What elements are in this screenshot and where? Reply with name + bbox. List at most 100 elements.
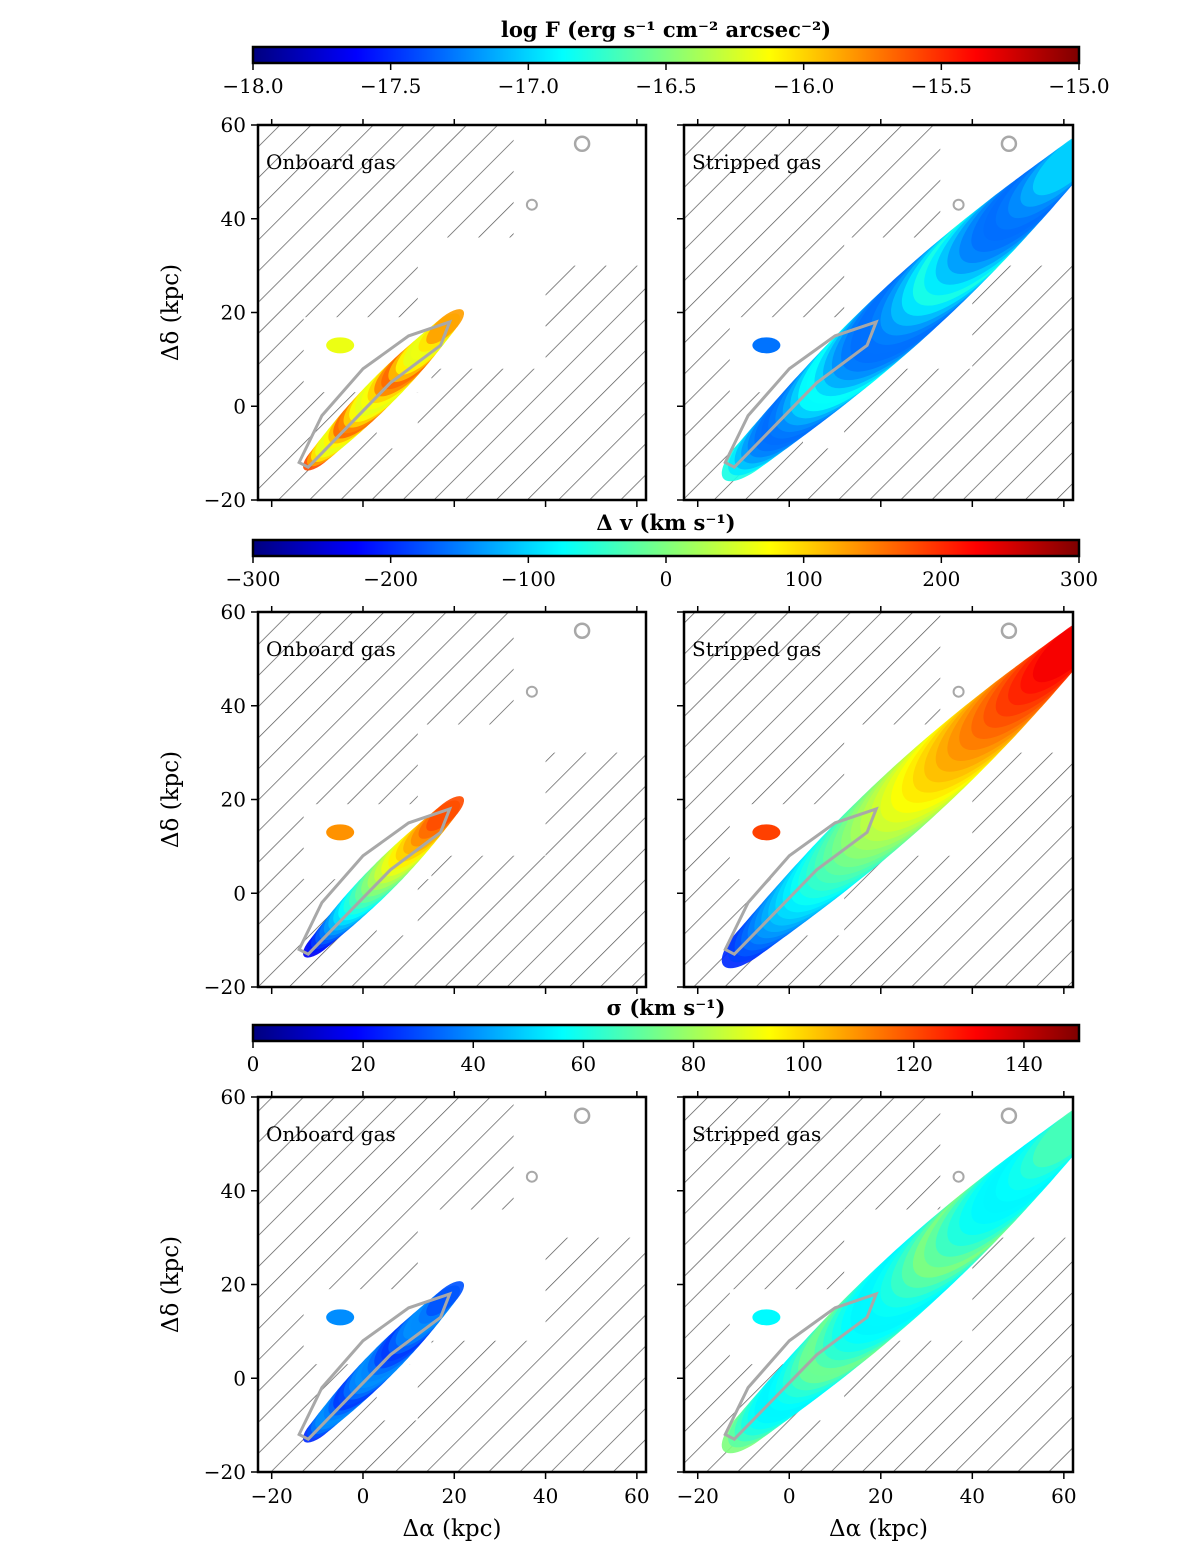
y-tick-label: 0 — [233, 394, 246, 418]
panel-1-1: Onboard gas −20 0 20 40 60 Δδ (kpc) — [158, 113, 648, 512]
gas-blob — [426, 1281, 465, 1317]
gas-knot — [752, 337, 781, 354]
contour-source — [952, 198, 965, 211]
colorbar-tick-label: 0 — [247, 1052, 260, 1076]
y-axis-label: Δδ (kpc) — [158, 1236, 184, 1333]
colorbar-title: log F (erg s⁻¹ cm⁻² arcsec⁻²) — [501, 17, 831, 42]
colorbar-title: Δ v (km s⁻¹) — [596, 510, 735, 535]
panel-3-1: Onboard gas −20 0 20 40 60 −20 0 20 40 60 Δδ (kpc) Δ… — [158, 1085, 650, 1542]
y-tick-label: 0 — [233, 881, 246, 905]
colorbar-title: σ (km s⁻¹) — [607, 995, 726, 1020]
gas-knot — [326, 337, 355, 354]
x-tick-label: 20 — [442, 1484, 467, 1508]
contour-source — [1000, 1107, 1018, 1124]
unobserved-region — [513, 612, 646, 753]
x-tick-label: 60 — [624, 1484, 649, 1508]
unobserved-region — [513, 1097, 646, 1238]
unobserved-region — [857, 237, 918, 266]
colorbar-tick-label: 40 — [461, 1052, 486, 1076]
colorbar-tick-label: 80 — [681, 1052, 706, 1076]
x-axis-label: Δα (kpc) — [829, 1516, 928, 1542]
contour-source — [952, 685, 965, 698]
gas-knot — [752, 824, 781, 841]
unobserved-region — [513, 125, 646, 266]
panel-label: Stripped gas — [692, 637, 821, 661]
gas-blob — [426, 309, 465, 345]
panel-area — [684, 125, 1073, 500]
colorbar-tick-label: −100 — [501, 567, 556, 591]
y-tick-label: −20 — [204, 488, 246, 512]
panel-3-2: Stripped gas −20 0 20 40 60 Δα (kpc) — [677, 1091, 1077, 1542]
gas-blob — [1032, 616, 1073, 683]
colorbar-tick-label: −18.0 — [222, 74, 283, 98]
contour-source — [573, 135, 591, 152]
y-tick-label: 0 — [233, 1366, 246, 1390]
colorbar-tick-label: −17.0 — [498, 74, 559, 98]
y-axis-label: Δδ (kpc) — [158, 751, 184, 848]
contour-source — [573, 1107, 591, 1124]
colorbar-2: Δ v (km s⁻¹) −300 −200 −100 0 100 200 300 — [226, 510, 1099, 591]
y-tick-label: −20 — [204, 975, 246, 999]
contour-source — [952, 1170, 965, 1183]
panel-area — [684, 1097, 1073, 1472]
x-tick-label: 0 — [357, 1484, 370, 1508]
contour-source — [1000, 135, 1018, 152]
panel-label: Onboard gas — [266, 1122, 396, 1146]
colorbar-bar — [251, 1023, 1081, 1043]
colorbar-tick-label: 100 — [785, 567, 823, 591]
colorbar-bar — [251, 538, 1081, 558]
panel-2-2: Stripped gas — [677, 606, 1075, 994]
stellar-contour — [723, 1291, 879, 1442]
stellar-contour — [297, 806, 453, 957]
colorbar-1: log F (erg s⁻¹ cm⁻² arcsec⁻²) −18.0 −17.5 −… — [222, 17, 1109, 98]
unobserved-region — [857, 724, 918, 753]
gas-blob — [1032, 129, 1073, 196]
contour-source — [525, 198, 538, 211]
x-tick-label: 40 — [960, 1484, 985, 1508]
unobserved-region — [857, 1209, 918, 1238]
stellar-contour — [723, 806, 879, 957]
gas-blob — [1032, 1101, 1073, 1168]
panel-area — [258, 125, 646, 500]
gas-knot — [326, 824, 355, 841]
y-tick-label: 40 — [221, 694, 246, 718]
y-tick-label: 40 — [221, 1179, 246, 1203]
panel-1-2: Stripped gas — [677, 119, 1075, 507]
panel-area — [684, 612, 1073, 987]
panel-area — [258, 1097, 646, 1472]
row-2: Δ v (km s⁻¹)−300 −200 −100 0 100 200 300Onboar… — [158, 510, 1099, 999]
gas-map — [721, 1101, 1073, 1454]
y-tick-label: 20 — [221, 1273, 246, 1297]
gas-map — [721, 129, 1073, 482]
colorbar-tick-label: −17.5 — [360, 74, 421, 98]
colorbar-tick-label: 60 — [571, 1052, 596, 1076]
panel-area — [258, 612, 646, 987]
y-axis-label: Δδ (kpc) — [158, 264, 184, 361]
colorbar-tick-label: −200 — [363, 567, 418, 591]
colorbar-tick-label: 140 — [1005, 1052, 1043, 1076]
colorbar-tick-label: −300 — [226, 567, 281, 591]
panel-2-1: Onboard gas −20 0 20 40 60 Δδ (kpc) — [158, 600, 648, 999]
colorbar-tick-label: 0 — [660, 567, 673, 591]
colorbar-tick-label: 20 — [350, 1052, 375, 1076]
colorbar-tick-label: −16.0 — [773, 74, 834, 98]
y-tick-label: 60 — [221, 1085, 246, 1109]
x-tick-label: 40 — [533, 1484, 558, 1508]
y-tick-label: 60 — [221, 600, 246, 624]
stellar-contour — [297, 1291, 453, 1442]
colorbar-tick-label: −15.5 — [911, 74, 972, 98]
row-1: log F (erg s⁻¹ cm⁻² arcsec⁻²) −18.0 −17.5 −… — [158, 17, 1110, 512]
unobserved-region — [431, 237, 491, 266]
x-axis-label: Δα (kpc) — [403, 1516, 502, 1542]
y-tick-label: 20 — [221, 301, 246, 325]
gas-knot — [326, 1309, 355, 1326]
stellar-contour — [297, 319, 453, 470]
stellar-contour — [723, 319, 879, 470]
panel-label: Onboard gas — [266, 637, 396, 661]
contour-source — [573, 622, 591, 639]
colorbar-tick-label: 100 — [785, 1052, 823, 1076]
panel-label: Onboard gas — [266, 150, 396, 174]
unobserved-region — [431, 724, 491, 753]
colorbar-tick-label: −16.5 — [635, 74, 696, 98]
